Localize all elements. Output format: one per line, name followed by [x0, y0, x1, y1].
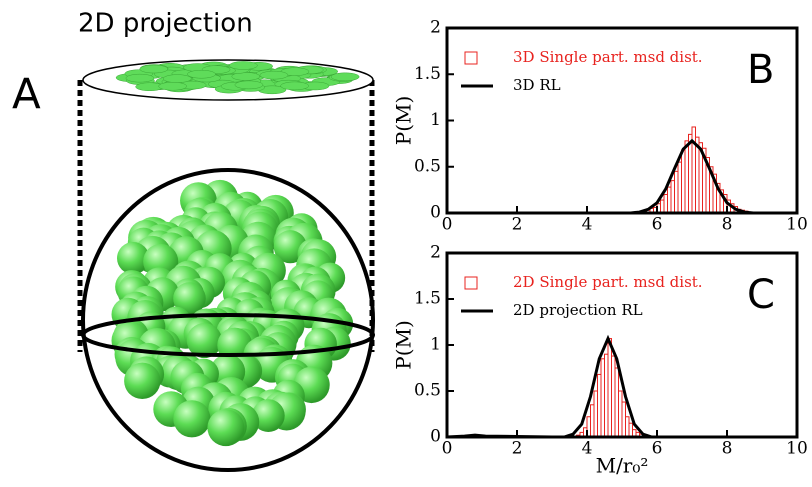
histogram-bar [682, 150, 686, 213]
y-tick-label: 2 [430, 243, 441, 263]
y-tick-label: 0.5 [414, 156, 441, 176]
particle [207, 409, 244, 446]
x-tick-label: 6 [652, 215, 663, 235]
y-tick-label: 1 [430, 335, 441, 355]
x-tick-label: 8 [722, 439, 733, 459]
y-tick-label: 1.5 [414, 64, 441, 84]
projected-particle [140, 65, 168, 73]
x-tick-label: 8 [722, 215, 733, 235]
panel-label: C [747, 272, 775, 318]
legend-label: 3D RL [513, 76, 561, 94]
legend-label: 2D Single part. msd dist. [513, 273, 703, 291]
legend-swatch [465, 52, 477, 64]
legend-label: 2D projection RL [513, 301, 643, 319]
histogram-bar [626, 417, 630, 437]
x-tick-label: 2 [512, 439, 523, 459]
x-tick-label: 10 [786, 215, 808, 235]
histogram-bar [678, 162, 682, 213]
histogram-bar [598, 374, 602, 437]
histogram-bar [629, 423, 633, 437]
histogram-bar [671, 181, 675, 213]
x-tick-label: 6 [652, 439, 663, 459]
histogram-bar [601, 359, 605, 437]
projected-particle [187, 70, 215, 78]
histogram-bar [664, 195, 668, 214]
x-axis-label: M/r₀² [596, 454, 649, 478]
particle [124, 363, 160, 399]
projected-particle [235, 81, 263, 89]
projected-particle [281, 82, 309, 90]
histogram-bar [661, 200, 665, 213]
y-tick-label: 0.5 [414, 381, 441, 401]
particle [173, 400, 210, 437]
y-tick-label: 2 [430, 18, 441, 38]
y-tick-label: 1.5 [414, 289, 441, 309]
x-tick-label: 0 [442, 439, 453, 459]
histogram-bar [668, 187, 672, 213]
x-tick-label: 10 [786, 439, 808, 459]
histogram-bar [675, 171, 679, 213]
histogram-bar [612, 356, 616, 437]
histogram-bar [594, 391, 598, 437]
legend-label: 3D Single part. msd dist. [513, 48, 703, 66]
projected-particle [126, 74, 154, 82]
projected-particle [229, 61, 257, 69]
x-tick-label: 0 [442, 215, 453, 235]
panel-label: A [12, 70, 41, 119]
histogram-bar [615, 368, 619, 437]
y-tick-label: 0 [430, 203, 441, 223]
projected-particle [159, 82, 187, 90]
legend-swatch [465, 277, 477, 289]
histogram-bar [608, 339, 612, 437]
histogram-bar [685, 141, 689, 213]
illustration [80, 60, 373, 470]
projected-particle [260, 71, 288, 79]
projection-title: 2D projection [78, 9, 253, 39]
histogram-bar [689, 134, 693, 213]
figure: 2D projection A 3D Single part. msd dist… [0, 0, 812, 487]
x-tick-label: 4 [582, 215, 593, 235]
y-axis-label: P(M) [392, 96, 416, 146]
projected-particle [331, 73, 359, 81]
histogram-bar [619, 391, 623, 437]
histogram-bar [591, 405, 595, 437]
y-axis-label: P(M) [392, 320, 416, 370]
histogram-bar [622, 402, 626, 437]
x-tick-label: 4 [582, 439, 593, 459]
histogram-bar [605, 354, 609, 437]
projected-particle [163, 75, 191, 83]
y-tick-label: 0 [430, 427, 441, 447]
y-tick-label: 1 [430, 110, 441, 130]
curve [447, 141, 797, 213]
x-tick-label: 2 [512, 215, 523, 235]
panel-label: B [747, 47, 774, 93]
